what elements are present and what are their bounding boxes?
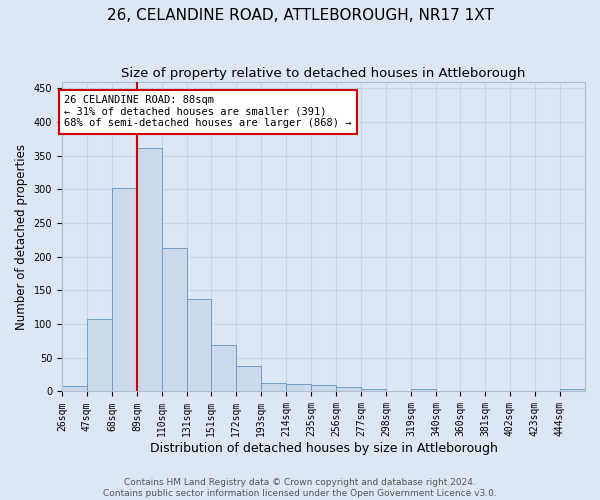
Bar: [560, 389, 585, 392]
Y-axis label: Number of detached properties: Number of detached properties: [15, 144, 28, 330]
Bar: [62, 386, 87, 392]
Text: 26 CELANDINE ROAD: 88sqm
← 31% of detached houses are smaller (391)
68% of semi-: 26 CELANDINE ROAD: 88sqm ← 31% of detach…: [64, 95, 352, 128]
Text: Contains HM Land Registry data © Crown copyright and database right 2024.
Contai: Contains HM Land Registry data © Crown c…: [103, 478, 497, 498]
Bar: [261, 384, 286, 392]
Bar: [411, 389, 436, 392]
Bar: [87, 318, 112, 392]
Title: Size of property relative to detached houses in Attleborough: Size of property relative to detached ho…: [121, 68, 526, 80]
Bar: [236, 366, 261, 392]
Bar: [137, 148, 162, 392]
Bar: [162, 248, 187, 392]
X-axis label: Distribution of detached houses by size in Attleborough: Distribution of detached houses by size …: [149, 442, 497, 455]
Bar: [286, 384, 311, 392]
Bar: [336, 388, 361, 392]
Bar: [211, 345, 236, 392]
Text: 26, CELANDINE ROAD, ATTLEBOROUGH, NR17 1XT: 26, CELANDINE ROAD, ATTLEBOROUGH, NR17 1…: [107, 8, 493, 22]
Bar: [187, 298, 211, 392]
Bar: [361, 389, 386, 392]
Bar: [112, 188, 137, 392]
Bar: [311, 386, 336, 392]
